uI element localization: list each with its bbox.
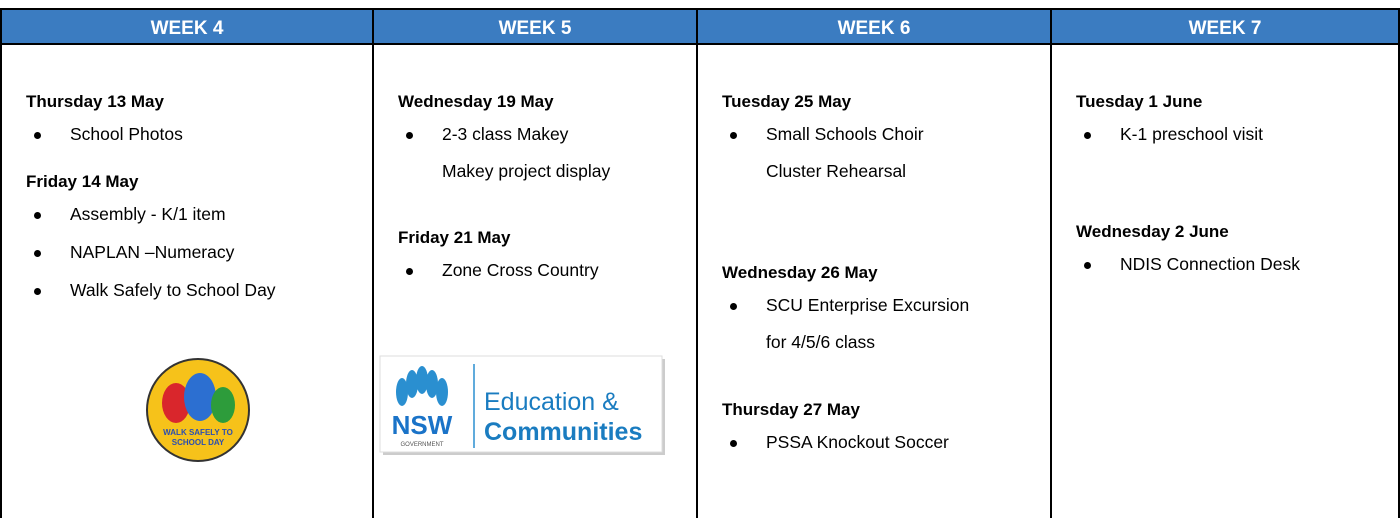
logo-text: NSW: [392, 410, 453, 440]
bullet: [1084, 262, 1091, 269]
day-date: Wednesday 2 June: [1076, 222, 1229, 241]
event-item: Assembly - K/1 item: [70, 204, 226, 224]
logo-box: [379, 355, 663, 453]
day-date: Friday 21 May: [398, 228, 511, 247]
waratah-petal: [436, 378, 448, 406]
nsw-logo: NSW GOVERNMENT Education &Communities: [379, 355, 665, 455]
bullet: [1084, 132, 1091, 139]
waratah-petal: [396, 378, 408, 406]
week-column: WEEK 5 Wednesday 19 May 2-3 class Makey Mak…: [372, 8, 696, 518]
week-header: WEEK 7: [1052, 8, 1398, 45]
week-header: WEEK 6: [698, 8, 1050, 45]
logo-text: WALK SAFELY TO: [163, 428, 233, 437]
figure-red: [162, 383, 190, 423]
bullet: [34, 212, 41, 219]
week-header: WEEK 4: [2, 8, 372, 45]
day-date: Thursday 27 May: [722, 400, 860, 419]
event-item: NDIS Connection Desk: [1120, 254, 1300, 274]
bullet: [34, 132, 41, 139]
bullet: [730, 303, 737, 310]
week-column: WEEK 4 Thursday 13 May School Photos Friday…: [0, 8, 372, 518]
waratah-petal: [416, 366, 428, 394]
event-item: Walk Safely to School Day: [70, 280, 276, 300]
week-header: WEEK 5: [374, 8, 696, 45]
day-date: Wednesday 19 May: [398, 92, 554, 111]
event-item: SCU Enterprise Excursion: [766, 295, 970, 315]
logo-text: SCHOOL DAY: [172, 438, 225, 447]
bullet: [34, 250, 41, 257]
logo-text: Communities: [484, 418, 642, 446]
day-date: Thursday 13 May: [26, 92, 164, 111]
bullet: [730, 132, 737, 139]
bullet: [34, 288, 41, 295]
bullet: [730, 440, 737, 447]
event-item: 2-3 class Makey: [442, 124, 569, 144]
event-item: K-1 preschool visit: [1120, 124, 1263, 144]
waratah-petal: [426, 370, 438, 398]
day-date: Tuesday 25 May: [722, 92, 852, 111]
event-item: NAPLAN –Numeracy: [70, 242, 235, 262]
week-column: WEEK 7 Tuesday 1 June K-1 preschool visit W…: [1050, 8, 1400, 518]
day-date: Friday 14 May: [26, 172, 139, 191]
day-date: Wednesday 26 May: [722, 263, 878, 282]
figure-blue: [184, 373, 216, 421]
week-column: WEEK 6 Tuesday 25 May Small Schools Choir C…: [696, 8, 1050, 518]
event-item: Small Schools Choir: [766, 124, 924, 144]
bullet: [406, 268, 413, 275]
logo-text: GOVERNMENT: [400, 442, 443, 448]
waratah-petal: [406, 370, 418, 398]
event-item: School Photos: [70, 124, 183, 144]
event-item: PSSA Knockout Soccer: [766, 432, 949, 452]
day-date: Tuesday 1 June: [1076, 92, 1203, 111]
event-item: Cluster Rehearsal: [766, 161, 907, 181]
event-item: Makey project display: [442, 161, 611, 181]
event-item: for 4/5/6 class: [766, 332, 875, 352]
event-item: Zone Cross Country: [442, 260, 599, 280]
bullet: [406, 132, 413, 139]
logo-text: Education &: [484, 388, 619, 416]
figure-green: [211, 387, 235, 423]
